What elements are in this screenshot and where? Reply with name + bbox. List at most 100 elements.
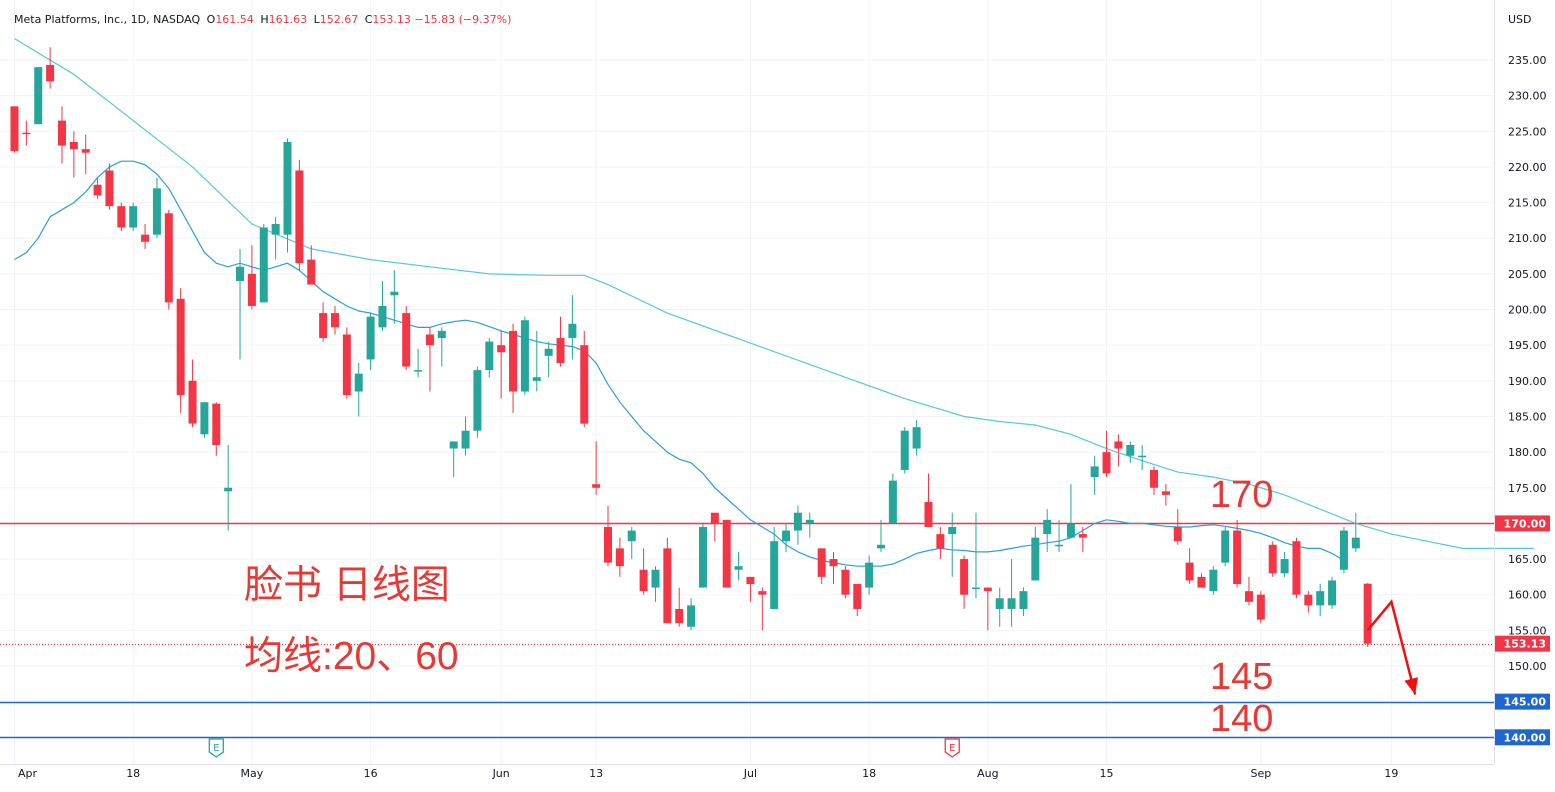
- candle: [663, 537, 672, 624]
- candle: [722, 519, 731, 588]
- candle-body: [22, 132, 31, 135]
- candle-body: [1209, 569, 1218, 592]
- earnings-marker: E: [208, 738, 224, 758]
- candle-body: [437, 330, 446, 339]
- candle-body: [1043, 519, 1052, 535]
- candle: [1351, 512, 1360, 552]
- candle-body: [236, 266, 245, 282]
- candle-body: [129, 206, 138, 228]
- candle: [1007, 559, 1016, 627]
- candle-body: [556, 338, 565, 363]
- candle-body: [948, 526, 957, 535]
- candle-body: [687, 605, 696, 627]
- candle: [1256, 591, 1265, 624]
- candle: [152, 177, 161, 239]
- candle: [378, 281, 387, 331]
- trend-arrow-line: [1366, 599, 1417, 695]
- candle-body: [782, 530, 791, 542]
- price-tick-label: 230.00: [1508, 90, 1547, 103]
- currency-label: USD: [1508, 13, 1532, 26]
- candle-body: [746, 576, 755, 585]
- candle-body: [532, 377, 541, 381]
- candle: [141, 223, 150, 249]
- candle-body: [497, 345, 506, 353]
- price-label-badge: 145.00: [1495, 693, 1550, 710]
- candle-body: [1328, 580, 1337, 606]
- candle-body: [81, 149, 90, 153]
- low-value: 152.67: [319, 13, 359, 26]
- price-tick-label: 225.00: [1508, 125, 1547, 138]
- candle: [259, 223, 268, 303]
- candle-body: [224, 487, 233, 492]
- candle: [924, 473, 933, 527]
- candle: [1055, 519, 1064, 552]
- candle-body: [473, 370, 482, 431]
- price-tick-label: 180.00: [1508, 446, 1547, 459]
- candle: [651, 566, 660, 602]
- candle-body: [425, 334, 434, 346]
- candle: [912, 420, 921, 456]
- price-tick-label: 220.00: [1508, 161, 1547, 174]
- price-label-badge: 170.00: [1495, 515, 1550, 532]
- candle: [283, 138, 292, 253]
- candle-body: [402, 313, 411, 367]
- candle-body: [307, 259, 316, 285]
- candle: [497, 330, 506, 399]
- candle-body: [627, 530, 636, 542]
- time-tick-label: 19: [1384, 767, 1398, 780]
- candle-body: [520, 320, 529, 392]
- candle-body: [461, 430, 470, 449]
- candle-body: [354, 373, 363, 392]
- price-label-text: 170.00: [1504, 517, 1547, 530]
- candle: [1126, 441, 1135, 463]
- candle: [710, 512, 719, 542]
- candle: [746, 576, 755, 602]
- candle: [1102, 430, 1111, 478]
- candle-body: [152, 188, 161, 235]
- price-tick-label: 205.00: [1508, 268, 1547, 281]
- candle: [817, 548, 826, 585]
- candle-body: [319, 313, 328, 339]
- candle: [1031, 526, 1040, 581]
- candle-body: [449, 441, 458, 449]
- candle: [414, 348, 423, 378]
- candle: [853, 584, 862, 617]
- candle: [46, 47, 55, 89]
- open-value: 161.54: [215, 13, 254, 26]
- candle-body: [295, 170, 304, 264]
- candle-body: [342, 334, 351, 396]
- earnings-badge: [944, 738, 960, 758]
- candle: [544, 341, 553, 378]
- candle-body: [604, 526, 612, 563]
- earnings-badge: [208, 738, 224, 758]
- price-tick-label: 200.00: [1508, 304, 1547, 317]
- candle-body: [390, 291, 399, 296]
- candle: [568, 295, 577, 360]
- candle: [81, 134, 90, 175]
- candle-body: [1173, 526, 1182, 542]
- candle-body: [1150, 469, 1159, 488]
- candle-body: [615, 548, 624, 567]
- price-tick-label: 165.00: [1508, 553, 1547, 566]
- candle-body: [793, 512, 802, 531]
- candle: [995, 587, 1004, 627]
- candle-body: [544, 348, 553, 356]
- time-tick-label: Sep: [1250, 767, 1271, 780]
- candle-body: [271, 223, 280, 235]
- candle-body: [1078, 534, 1087, 538]
- price-label-text: 153.13: [1504, 638, 1546, 651]
- candle-body: [188, 380, 197, 424]
- symbol-name[interactable]: Meta Platforms, Inc., 1D, NASDAQ: [14, 13, 201, 26]
- candle-body: [164, 213, 173, 303]
- time-tick-label: Aug: [977, 767, 998, 780]
- candle: [93, 177, 102, 200]
- candle-body: [176, 298, 185, 396]
- price-label-bg: [1495, 693, 1550, 710]
- candle: [1233, 519, 1242, 588]
- candle-body: [378, 305, 387, 328]
- annotation-level-140: 140: [1210, 698, 1274, 740]
- candle: [865, 555, 874, 595]
- candle: [592, 441, 601, 495]
- candle: [1209, 566, 1218, 595]
